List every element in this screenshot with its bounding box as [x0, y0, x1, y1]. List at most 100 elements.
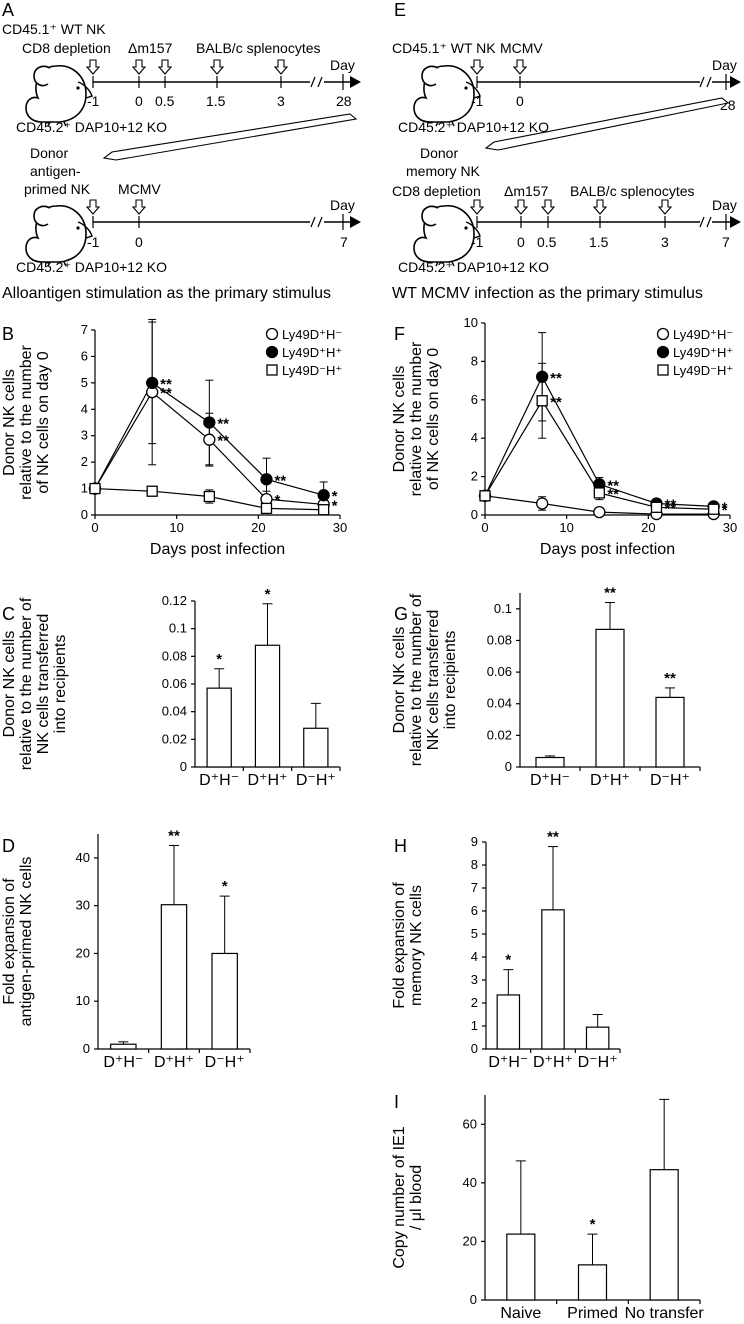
- legend-marker: [266, 364, 278, 376]
- x-tick-label: D⁺H⁺: [248, 772, 288, 789]
- y-tick-label: 6: [81, 348, 88, 363]
- y-tick-label: 0.06: [162, 676, 187, 691]
- panel-letter-a: A: [2, 0, 14, 20]
- panel-a: A CD45.1⁺ WT NK CD8 depletion Δm157 BALB…: [2, 0, 361, 302]
- donor-label: primed NK: [24, 181, 91, 197]
- legend-marker: [657, 364, 669, 376]
- timeline-tick: 0.5: [155, 93, 175, 109]
- arrow-down-icon: [513, 59, 527, 75]
- data-point: [260, 473, 273, 486]
- second-text-cd8: CD8 depletion: [392, 183, 481, 199]
- significance-mark: *: [505, 952, 511, 969]
- chart-b: B 0 10 20 30 0 1 2 3 4 5 6 7 Days post infection Donor…: [1, 318, 347, 558]
- bar: [211, 952, 238, 1050]
- y-tick-label: 0: [81, 507, 88, 522]
- x-tick-label: D⁺H⁺: [590, 772, 630, 789]
- timeline-arrowhead-icon: [350, 76, 361, 88]
- y-tick-label: 3: [81, 428, 88, 443]
- significance-mark: **: [665, 500, 677, 517]
- timeline-arrowhead-icon: [730, 216, 741, 228]
- bar: [541, 909, 565, 1050]
- top-text-m157: Δm157: [128, 40, 173, 56]
- arrow-down-icon: [158, 59, 172, 75]
- y-tick-label: 0.02: [162, 731, 187, 746]
- host-label: CD45.2⁺ DAP10+12 KO: [398, 259, 549, 275]
- x-tick-label: 30: [723, 520, 737, 535]
- x-tick-label: D⁺H⁺: [533, 1054, 573, 1071]
- arrow-down-icon: [210, 59, 224, 75]
- x-tick-label: Primed: [567, 1305, 618, 1322]
- y-axis-label: Fold expansion of: [391, 882, 408, 1009]
- y-tick-label: 0.06: [487, 664, 512, 679]
- data-point: [146, 485, 158, 497]
- arrow-down-icon: [132, 59, 146, 75]
- legend-marker: [656, 345, 670, 359]
- legend-label: Ly49D⁺H⁺: [282, 345, 342, 360]
- y-axis-label: Donor NK cells: [1, 369, 18, 476]
- y-tick-label: 7: [81, 322, 88, 337]
- second-text-balbc: BALB/c splenocytes: [570, 183, 695, 199]
- y-tick-label: 40: [463, 1175, 477, 1190]
- donor-label: Donor: [30, 145, 68, 161]
- bar: [110, 1043, 137, 1050]
- transfer-arrow-icon: [102, 113, 358, 161]
- y-axis-label: relative to the number: [408, 341, 425, 496]
- y-tick-label: 0.1: [494, 601, 512, 616]
- mouse-icon: [25, 204, 93, 267]
- y-axis-label: Copy number of IE1: [391, 1126, 408, 1268]
- legend-marker: [265, 327, 279, 341]
- legend-marker: [265, 345, 279, 359]
- bar: [206, 687, 232, 768]
- mcmv-label: MCMV: [118, 181, 161, 197]
- legend-label: Ly49D⁻H⁺: [673, 363, 733, 378]
- x-tick-label: D⁺H⁻: [530, 772, 570, 789]
- x-tick-label: D⁻H⁺: [205, 1054, 245, 1071]
- data-point: [536, 395, 548, 407]
- y-tick-label: 0.08: [487, 632, 512, 647]
- panel-caption-a: Alloantigen stimulation as the primary s…: [2, 285, 331, 302]
- significance-mark: **: [550, 370, 562, 387]
- data-point: [536, 370, 549, 383]
- timeline-arrowhead-icon: [350, 216, 361, 228]
- y-tick-label: 5: [81, 375, 88, 390]
- chart-i: I 0 20 40 60 Copy number of IE1/ μl blood Naiv…: [391, 1092, 704, 1322]
- x-tick-label: D⁺H⁺: [154, 1054, 194, 1071]
- top-text-wt-nk: CD45.1⁺ WT NK: [2, 21, 106, 37]
- chart-h: H 0 1 2 3 4 5 6 7 8 9 Fold expansion of memory NK ce…: [391, 829, 621, 1071]
- y-tick-label: 4: [471, 949, 478, 964]
- x-tick-label: 10: [559, 520, 573, 535]
- y-tick-label: 0: [470, 1292, 477, 1307]
- y-tick-label: 0.04: [487, 696, 512, 711]
- significance-mark: **: [664, 670, 676, 687]
- timeline-tick: -1: [87, 234, 100, 250]
- x-tick-label: Naive: [500, 1305, 541, 1322]
- y-axis-label: relative to the number: [18, 344, 35, 499]
- y-axis-label: NK cells transferred: [425, 610, 442, 751]
- second-text-m157: Δm157: [504, 183, 549, 199]
- panel-letter: C: [2, 604, 15, 624]
- y-axis-label: of NK cells on day 0: [425, 348, 442, 490]
- legend-marker: [656, 327, 670, 341]
- y-tick-label: 6: [471, 903, 478, 918]
- y-tick-label: 0: [83, 1041, 90, 1056]
- bar: [535, 756, 565, 768]
- arrow-down-icon: [274, 59, 288, 75]
- timeline-tick: 7: [340, 234, 348, 250]
- day-label: Day: [712, 197, 737, 213]
- timeline-tick: 0: [135, 234, 143, 250]
- bar: [303, 727, 329, 768]
- y-tick-label: 6: [471, 392, 478, 407]
- x-tick-label: D⁺H⁻: [488, 1054, 528, 1071]
- bar: [595, 628, 625, 768]
- x-tick-label: 20: [251, 520, 265, 535]
- bar: [577, 1264, 608, 1301]
- timeline-tick: 0: [135, 93, 143, 109]
- panel-caption-e: WT MCMV infection as the primary stimulu…: [392, 285, 703, 302]
- day-label: Day: [712, 57, 737, 73]
- chart-c: C 0 0.02 0.04 0.06 0.08 0.1 0.12 Donor NK cells r…: [1, 586, 341, 789]
- x-axis-label: Days post infection: [540, 541, 675, 558]
- significance-mark: *: [216, 651, 222, 668]
- timeline-tick: 3: [661, 234, 669, 250]
- data-point: [650, 501, 663, 513]
- significance-mark: **: [217, 433, 229, 450]
